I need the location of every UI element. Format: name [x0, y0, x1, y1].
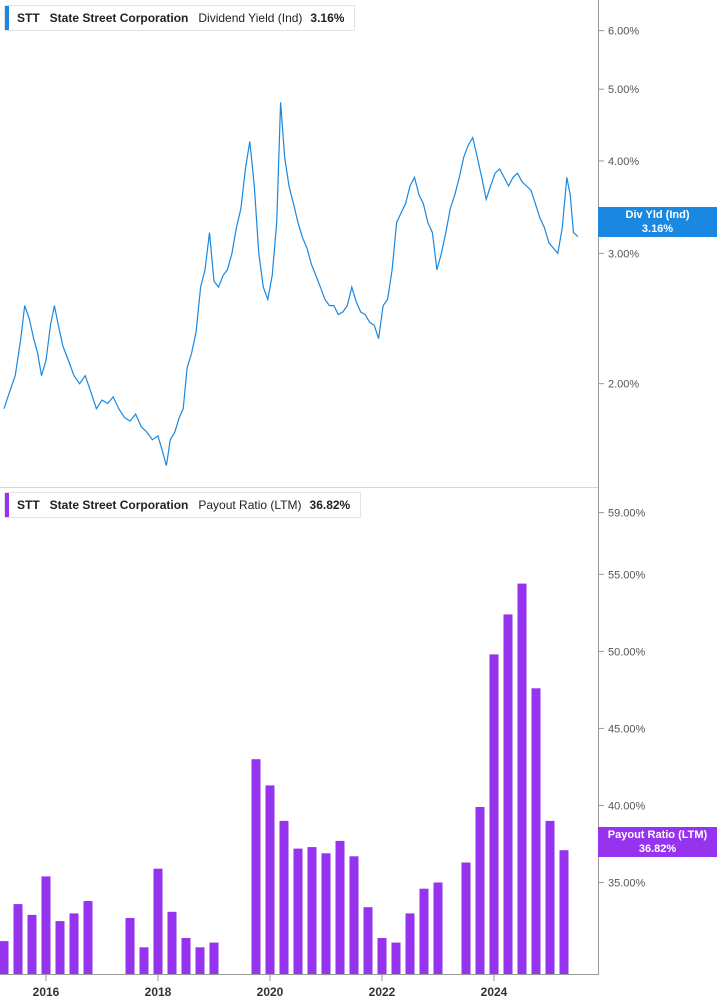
y-tick-label-bottom-5: 35.00%	[608, 878, 646, 890]
y-tick-label-bottom-1: 55.00%	[608, 569, 646, 581]
payout-bar-13	[209, 942, 219, 975]
payout-bar-26	[419, 888, 429, 975]
legend-value: 3.16%	[310, 11, 345, 25]
y-tick-label-top-3: 3.00%	[608, 248, 639, 260]
legend-metric: Dividend Yield (Ind)	[198, 11, 303, 25]
badge-title: Payout Ratio (LTM)	[607, 829, 708, 841]
legend-swatch-blue	[5, 6, 9, 30]
payout-bar-20	[335, 840, 345, 975]
legend-metric: Payout Ratio (LTM)	[198, 498, 302, 512]
x-tick-label-3: 2022	[369, 985, 396, 999]
x-tick-label-4: 2024	[481, 985, 508, 999]
payout-bar-8	[139, 947, 149, 975]
payout-bar-19	[321, 853, 331, 976]
y-tick-label-top-2: 4.00%	[608, 156, 639, 168]
payout-bar-17	[293, 848, 303, 975]
payout-bar-34	[545, 820, 555, 975]
payout-bar-22	[363, 907, 373, 975]
payout-bar-21	[349, 856, 359, 975]
payout-bar-4	[55, 921, 65, 975]
badge-title: Div Yld (Ind)	[625, 209, 690, 221]
payout-bar-31	[503, 614, 513, 975]
x-tick-label-2: 2020	[257, 985, 284, 999]
payout-bar-16	[279, 820, 289, 975]
payout-bar-9	[153, 868, 163, 975]
legend-value: 36.82%	[309, 498, 351, 512]
payout-bar-27	[433, 882, 443, 975]
payout-bar-30	[489, 654, 499, 975]
x-tick-label-1: 2018	[145, 985, 172, 999]
payout-ratio-legend: STT State Street Corporation Payout Rati…	[4, 492, 362, 518]
legend-company: State Street Corporation	[49, 498, 189, 512]
y-tick-label-top-4: 2.00%	[608, 379, 639, 391]
payout-bar-23	[377, 938, 387, 975]
y-tick-label-bottom-2: 50.00%	[608, 646, 646, 658]
payout-bar-12	[195, 947, 205, 975]
x-tick-label-0: 2016	[33, 985, 60, 999]
dividend-yield-price-badge: Div Yld (Ind) 3.16%	[598, 207, 717, 237]
y-tick-label-top-0: 6.00%	[608, 26, 639, 38]
payout-ratio-price-badge: Payout Ratio (LTM) 36.82%	[598, 827, 717, 857]
y-tick-label-top-1: 5.00%	[608, 84, 639, 96]
dividend-yield-panel: 6.00% 5.00% 4.00% 3.00% 2.00%	[3, 26, 639, 466]
payout-bar-5	[69, 913, 79, 975]
badge-value: 36.82%	[638, 843, 677, 855]
y-tick-label-bottom-0: 59.00%	[608, 508, 646, 520]
payout-bar-3	[41, 876, 51, 975]
legend-ticker: STT	[17, 11, 40, 25]
legend-swatch-purple	[5, 493, 9, 517]
y-tick-label-bottom-4: 40.00%	[608, 800, 646, 812]
payout-bar-7	[125, 918, 135, 975]
payout-bar-24	[391, 942, 401, 975]
payout-bar-14	[251, 759, 261, 975]
payout-bar-18	[307, 847, 317, 975]
payout-bar-6	[83, 901, 93, 975]
payout-bar-28	[461, 862, 471, 975]
payout-bar-1	[13, 904, 23, 975]
payout-bar-15	[265, 785, 275, 975]
payout-bar-0	[0, 941, 9, 975]
payout-ratio-panel: 59.00% 55.00% 50.00% 45.00% 40.00% 35.00%	[0, 508, 646, 976]
payout-bar-2	[27, 914, 37, 975]
payout-bar-25	[405, 913, 415, 975]
x-axis: 2016 2018 2020 2022 2024	[33, 975, 508, 999]
legend-company: State Street Corporation	[49, 11, 189, 25]
legend-ticker: STT	[17, 498, 40, 512]
payout-bar-33	[531, 688, 541, 975]
payout-bar-10	[167, 911, 177, 975]
payout-bar-35	[559, 850, 569, 975]
dividend-yield-line	[3, 102, 579, 466]
badge-value: 3.16%	[641, 223, 674, 235]
payout-bar-11	[181, 938, 191, 975]
payout-bar-32	[517, 583, 527, 975]
y-tick-label-bottom-3: 45.00%	[608, 723, 646, 735]
payout-bar-29	[475, 807, 485, 975]
dividend-yield-legend: STT State Street Corporation Dividend Yi…	[4, 5, 356, 31]
